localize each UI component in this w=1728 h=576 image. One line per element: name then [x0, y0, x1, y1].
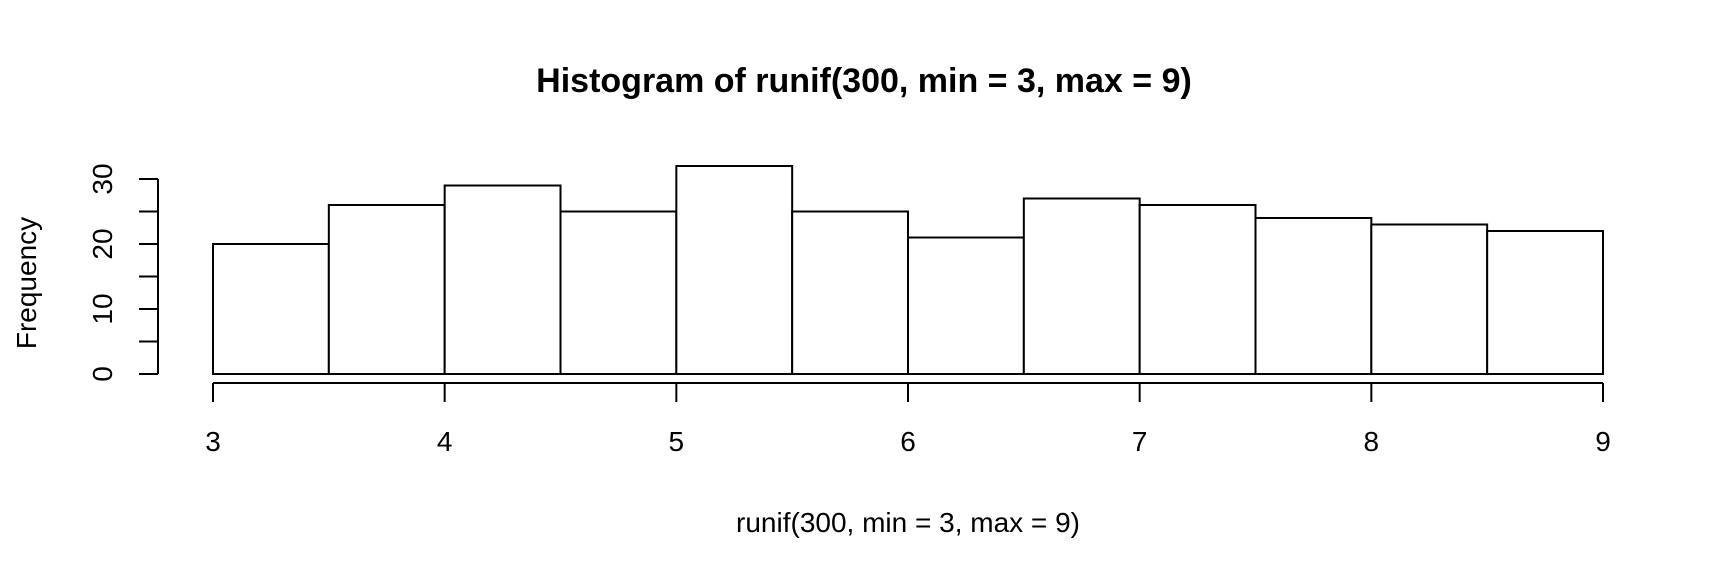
histogram-bar [443, 184, 562, 375]
histogram-bar [1254, 217, 1373, 375]
histogram-bars [212, 165, 1604, 375]
y-tick-label: 10 [87, 293, 118, 324]
histogram-bar [559, 210, 678, 375]
x-tick-label: 8 [1364, 426, 1380, 457]
chart-title: Histogram of runif(300, min = 3, max = 9… [536, 62, 1192, 100]
y-tick-label: 20 [87, 228, 118, 259]
x-tick-label: 5 [669, 426, 685, 457]
histogram-bar [675, 165, 794, 375]
x-tick-label: 7 [1132, 426, 1148, 457]
x-axis-label: runif(300, min = 3, max = 9) [736, 507, 1080, 538]
histogram-bar [791, 210, 910, 375]
x-tick-label: 3 [205, 426, 221, 457]
y-tick-label: 0 [87, 366, 118, 382]
x-tick-label: 6 [900, 426, 916, 457]
histogram-bar [1138, 204, 1257, 375]
histogram-bar [1486, 230, 1604, 375]
y-axis: 0 10 20 30 [87, 163, 159, 382]
histogram-bar [907, 236, 1025, 375]
y-axis-label: Frequency [11, 217, 42, 349]
histogram-bar [1022, 197, 1141, 375]
x-tick-label: 4 [437, 426, 453, 457]
histogram-bar [212, 243, 330, 375]
y-tick-label: 30 [87, 163, 118, 194]
x-axis: 3 4 5 6 7 8 9 [205, 382, 1611, 457]
histogram-bar [327, 204, 446, 375]
x-tick-label: 9 [1595, 426, 1611, 457]
histogram-bar [1370, 223, 1489, 375]
